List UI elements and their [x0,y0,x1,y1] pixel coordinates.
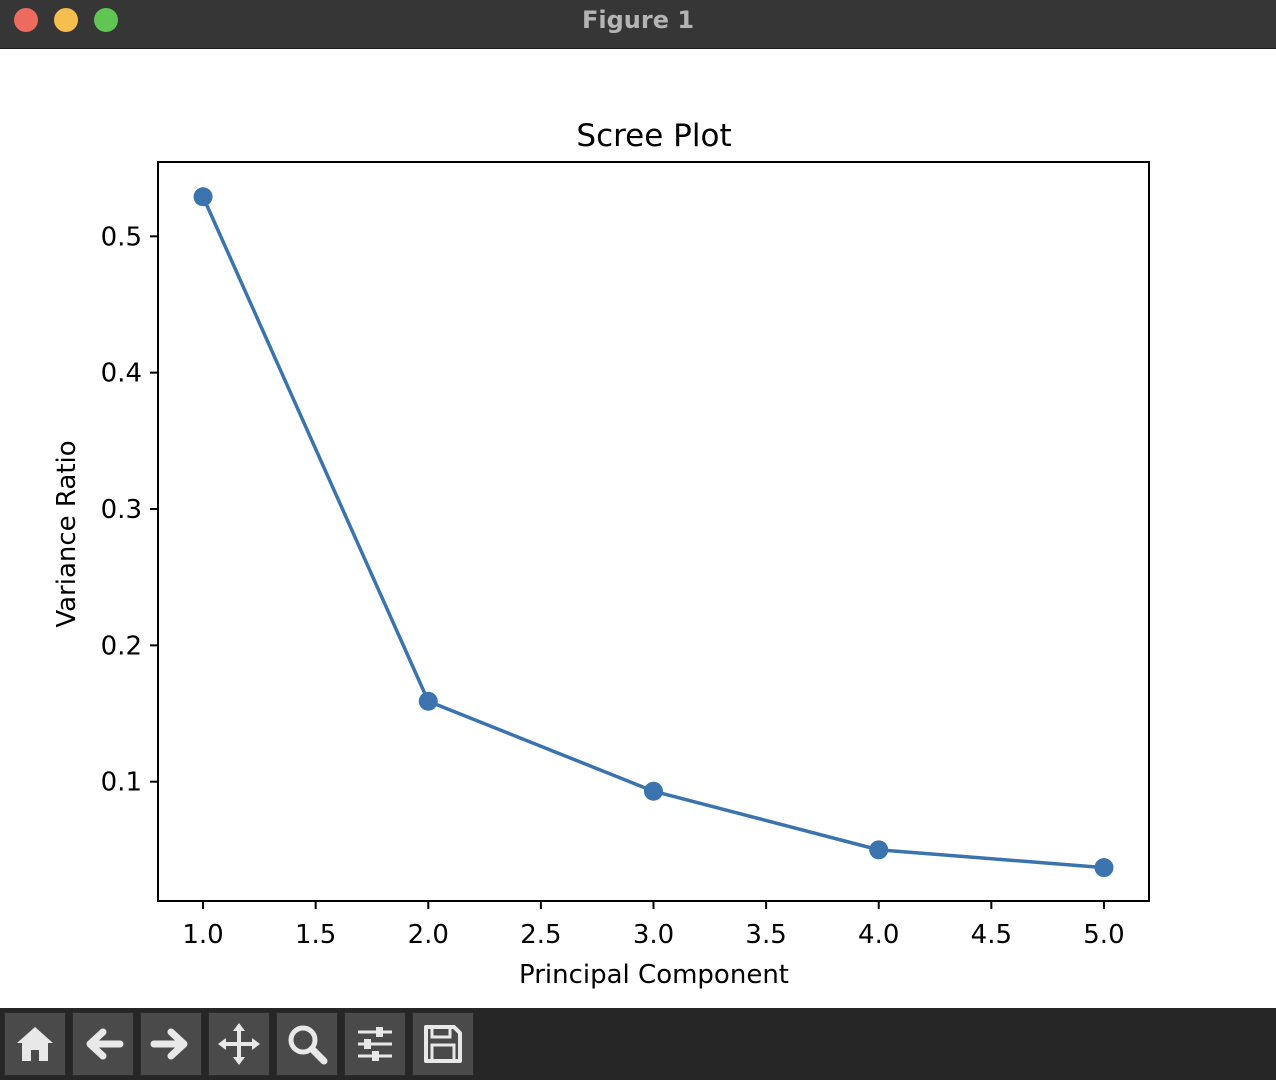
x-axis-label: Principal Component [519,960,789,990]
close-window-button[interactable] [14,8,38,32]
x-tick-label: 1.0 [182,920,223,950]
zoom-magnifier-icon [288,1025,328,1065]
configure-subplots-button[interactable] [344,1012,406,1076]
forward-button[interactable] [140,1012,202,1076]
data-point [644,781,663,801]
y-axis-label: Variance Ratio [52,440,82,627]
data-point [869,840,889,860]
y-tick-label: 0.1 [101,768,142,798]
data-point [418,691,438,711]
minimize-window-button[interactable] [54,8,78,32]
x-tick-label: 2.0 [408,920,449,950]
x-tick-label: 4.5 [971,920,1012,950]
pan-button[interactable] [208,1012,270,1076]
x-tick-label: 1.5 [295,920,336,950]
data-point [1094,858,1114,878]
chart-title: Scree Plot [576,118,731,154]
y-tick-label: 0.3 [101,495,142,525]
y-tick-label: 0.5 [101,222,142,252]
figure-canvas: Scree Plot 1.0 1.5 2.0 2.5 3.0 3.5 4.0 4.5 5.0 0.… [0,49,1276,1008]
forward-arrow-icon [150,1028,188,1060]
series-line [201,196,1105,870]
zoom-button[interactable] [276,1012,338,1076]
back-arrow-icon [86,1028,124,1060]
zoom-window-button[interactable] [94,8,118,32]
y-tick-label: 0.4 [101,359,142,389]
home-icon [17,1027,53,1061]
x-tick-label: 3.5 [745,920,786,950]
back-button[interactable] [72,1012,134,1076]
plot-area: 1.0 1.5 2.0 2.5 3.0 3.5 4.0 4.5 5.0 0.1 0.2 0.3 0.4 0… [101,161,1150,950]
data-point [193,187,213,207]
save-floppy-icon [424,1025,462,1063]
save-button[interactable] [412,1012,474,1076]
configure-subplots-icon [358,1027,392,1061]
x-tick-label: 4.0 [858,920,899,950]
window-titlebar: Figure 1 [0,0,1276,49]
window-title: Figure 1 [581,6,695,34]
y-tick-label: 0.2 [101,631,142,661]
x-tick-label: 2.5 [520,920,561,950]
x-tick-label: 5.0 [1083,920,1124,950]
home-button[interactable] [4,1012,66,1076]
pan-move-icon [218,1023,260,1065]
scree-plot-chart: Scree Plot 1.0 1.5 2.0 2.5 3.0 3.5 4.0 4.5 5.0 0.… [52,118,1150,990]
navigation-toolbar [0,1008,1276,1080]
x-tick-label: 3.0 [633,920,674,950]
